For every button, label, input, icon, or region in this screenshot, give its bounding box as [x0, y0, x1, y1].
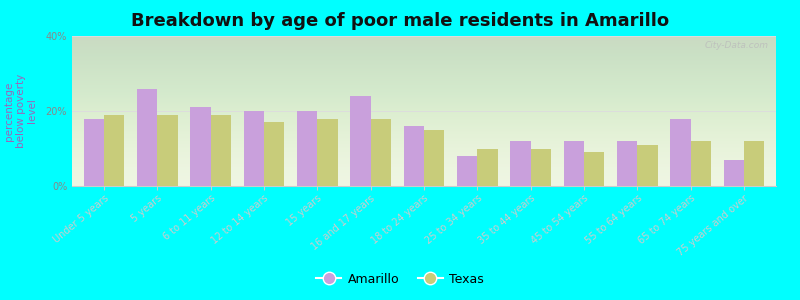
Bar [190, 107, 210, 186]
Bar [264, 122, 284, 186]
Bar [638, 145, 658, 186]
Bar [350, 96, 370, 186]
Bar [370, 118, 391, 186]
Bar [670, 118, 690, 186]
Text: City-Data.com: City-Data.com [705, 40, 769, 50]
Bar [318, 118, 338, 186]
Bar [84, 118, 104, 186]
Bar [690, 141, 711, 186]
Bar [424, 130, 444, 186]
Bar [617, 141, 638, 186]
Bar [158, 115, 178, 186]
Text: Breakdown by age of poor male residents in Amarillo: Breakdown by age of poor male residents … [131, 12, 669, 30]
Bar [104, 115, 124, 186]
Legend: Amarillo, Texas: Amarillo, Texas [311, 268, 489, 291]
Bar [404, 126, 424, 186]
Bar [244, 111, 264, 186]
Text: percentage
below poverty
level: percentage below poverty level [4, 74, 38, 148]
Bar [530, 148, 551, 186]
Bar [510, 141, 530, 186]
Bar [210, 115, 231, 186]
Bar [457, 156, 478, 186]
Bar [478, 148, 498, 186]
Bar [744, 141, 764, 186]
Bar [724, 160, 744, 186]
Bar [564, 141, 584, 186]
Bar [137, 88, 158, 186]
Bar [297, 111, 318, 186]
Bar [584, 152, 604, 186]
